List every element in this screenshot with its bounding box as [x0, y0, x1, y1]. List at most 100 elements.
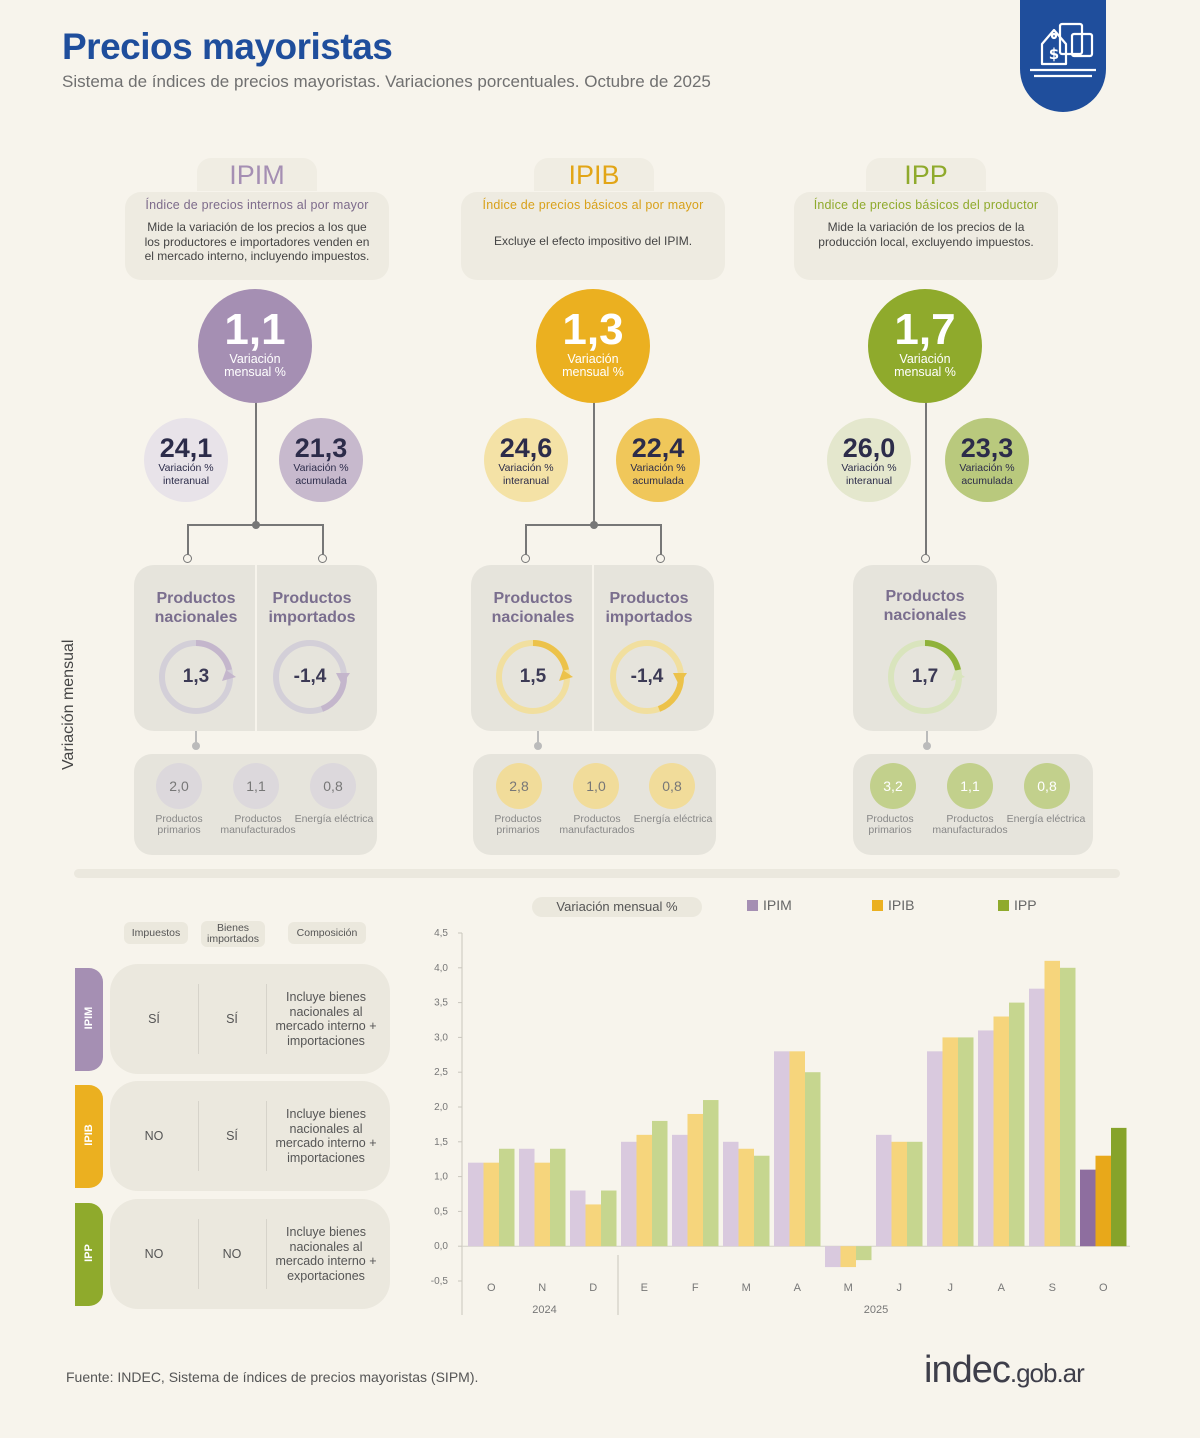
ipim-row-code: IPIM: [83, 1006, 95, 1030]
ipib-taxes: NO: [144, 1129, 164, 1143]
x-tick-label: A: [998, 1282, 1006, 1294]
legend-ipim: IPIM: [747, 897, 792, 913]
connector: [255, 400, 257, 525]
ipib-ytd-label: Variación % acumulada: [630, 462, 686, 487]
ipib-national-ring: [496, 640, 573, 714]
ipib-breakdown-box: 2,8 1,0 0,8 Productos primarios Producto…: [473, 754, 716, 855]
ipp-monthly-label: Variación mensual %: [894, 352, 956, 379]
legend-label: IPIB: [888, 897, 915, 913]
ipim-primary-label: Productos primarios: [155, 813, 203, 836]
bar-ipim: [774, 1051, 790, 1247]
ipp-yoy-circle: 26,0 Variación % interanual: [827, 418, 911, 502]
ipim-yoy-value: 24,1: [159, 433, 213, 463]
legend-swatch: [998, 900, 1009, 911]
ipim-imported-value: -1,4: [293, 666, 327, 687]
bar-ipp: [754, 1155, 770, 1247]
ipp-imported: NO: [222, 1247, 242, 1261]
bar-ipp: [703, 1100, 719, 1247]
divider: [592, 565, 594, 731]
ipib-primary-label: Productos primarios: [494, 813, 542, 836]
ipib-national-title: Productos nacionales: [491, 590, 575, 626]
ipp-primary-circle: 3,2: [870, 763, 916, 809]
connector-dot: [921, 554, 930, 563]
ipp-national-ring: [888, 640, 965, 714]
ipim-row: SÍ SÍ Incluye bienes nacionales al merca…: [110, 964, 390, 1074]
ipp-taxes: NO: [144, 1247, 164, 1261]
ipim-energy-label: Energía eléctrica: [294, 813, 374, 825]
bar-ipp: [499, 1148, 515, 1247]
bar-ipim: [723, 1141, 739, 1247]
header-imported: Bienes importados: [201, 921, 265, 947]
divider: [266, 984, 267, 1054]
ipim-national-ring: [159, 640, 236, 714]
ipp-title: IPP: [866, 158, 986, 191]
ipib-definition: Índice de precios básicos al por mayor E…: [461, 192, 725, 280]
ipim-row-tab: IPIM: [75, 968, 103, 1071]
divider: [266, 1101, 267, 1171]
ipim-composition: Incluye bienes nacionales al mercado int…: [275, 990, 377, 1048]
connector: [195, 731, 197, 743]
ipim-definition: Índice de precios internos al por mayor …: [125, 192, 389, 280]
connector: [187, 524, 189, 556]
ipp-national-value: 1,7: [911, 666, 939, 687]
ipib-energy-circle: 0,8: [649, 763, 695, 809]
ipib-row: NO SÍ Incluye bienes nacionales al merca…: [110, 1081, 390, 1191]
source-note: Fuente: INDEC, Sistema de índices de pre…: [66, 1369, 479, 1385]
bar-ipim: [672, 1134, 688, 1247]
ipib-monthly-value: 1,3: [562, 305, 624, 354]
ipp-primary-label: Productos primarios: [866, 813, 914, 836]
connector-dot: [252, 521, 260, 529]
bar-ipim: [468, 1162, 484, 1247]
y-tick-label: 3,0: [434, 1032, 448, 1043]
connector: [537, 731, 539, 743]
ipp-composition: Incluye bienes nacionales al mercado int…: [275, 1225, 377, 1283]
bar-ipp: [1111, 1127, 1127, 1247]
chart-title: Variación mensual %: [532, 897, 702, 917]
ipp-breakdown-box: 3,2 1,1 0,8 Productos primarios Producto…: [853, 754, 1093, 855]
ipib-primary-circle: 2,8: [496, 763, 542, 809]
ipp-energy-label: Energía eléctrica: [1006, 813, 1086, 825]
ipib-monthly-label: Variación mensual %: [562, 352, 624, 379]
bar-ipib: [1044, 960, 1060, 1247]
page-title: Precios mayoristas: [62, 26, 393, 67]
ipp-row-code: IPP: [83, 1244, 95, 1262]
bar-chart: -0,5 0,0 0,5 1,0 1,5 2,0 2,5 3,0 3,5 4,0 4,5 O N D E F M…: [431, 928, 1130, 1316]
connector-dot: [183, 554, 192, 563]
bar-ipp: [805, 1072, 821, 1247]
divider: [198, 984, 199, 1054]
ipib-row-code: IPIB: [83, 1124, 95, 1146]
bar-ipp: [907, 1141, 923, 1247]
ipib-products-box: Productos nacionales Productos importado…: [471, 565, 714, 731]
year-label: 2025: [864, 1304, 888, 1316]
x-tick-label: J: [897, 1282, 903, 1294]
bar-ipp: [1009, 1002, 1025, 1247]
ipib-energy-label: Energía eléctrica: [633, 813, 713, 825]
connector: [925, 400, 927, 555]
ipib-ytd-value: 22,4: [631, 433, 685, 463]
year-label: 2024: [532, 1304, 556, 1316]
bar-ipib: [738, 1148, 754, 1247]
divider: [255, 565, 257, 731]
y-tick-label: 1,5: [434, 1137, 448, 1148]
bar-ipim: [876, 1134, 892, 1247]
page-subtitle: Sistema de índices de precios mayoristas…: [62, 72, 711, 91]
y-tick-label: -0,5: [431, 1276, 449, 1287]
ipim-national-title: Productos nacionales: [154, 590, 238, 626]
bar-ipp: [550, 1148, 566, 1247]
ipib-title: IPIB: [534, 158, 654, 191]
ipp-definition: Índice de precios básicos del productor …: [794, 192, 1058, 280]
bar-ipim: [570, 1190, 586, 1247]
header-composition: Composición: [288, 922, 366, 944]
ipib-national-value: 1,5: [519, 666, 547, 687]
x-tick-label: O: [1099, 1282, 1108, 1294]
legend-label: IPIM: [763, 897, 792, 913]
ipim-ytd-circle: 21,3 Variación % acumulada: [279, 418, 363, 502]
connector: [660, 524, 662, 556]
ipim-ytd-value: 21,3: [294, 433, 348, 463]
ipib-yoy-label: Variación % interanual: [498, 462, 554, 487]
bar-ipim: [927, 1051, 943, 1247]
ipim-manufactured-label: Productos manufacturados: [220, 813, 296, 836]
legend-ipp: IPP: [998, 897, 1037, 913]
connector: [525, 524, 527, 556]
ipim-primary-circle: 2,0: [156, 763, 202, 809]
